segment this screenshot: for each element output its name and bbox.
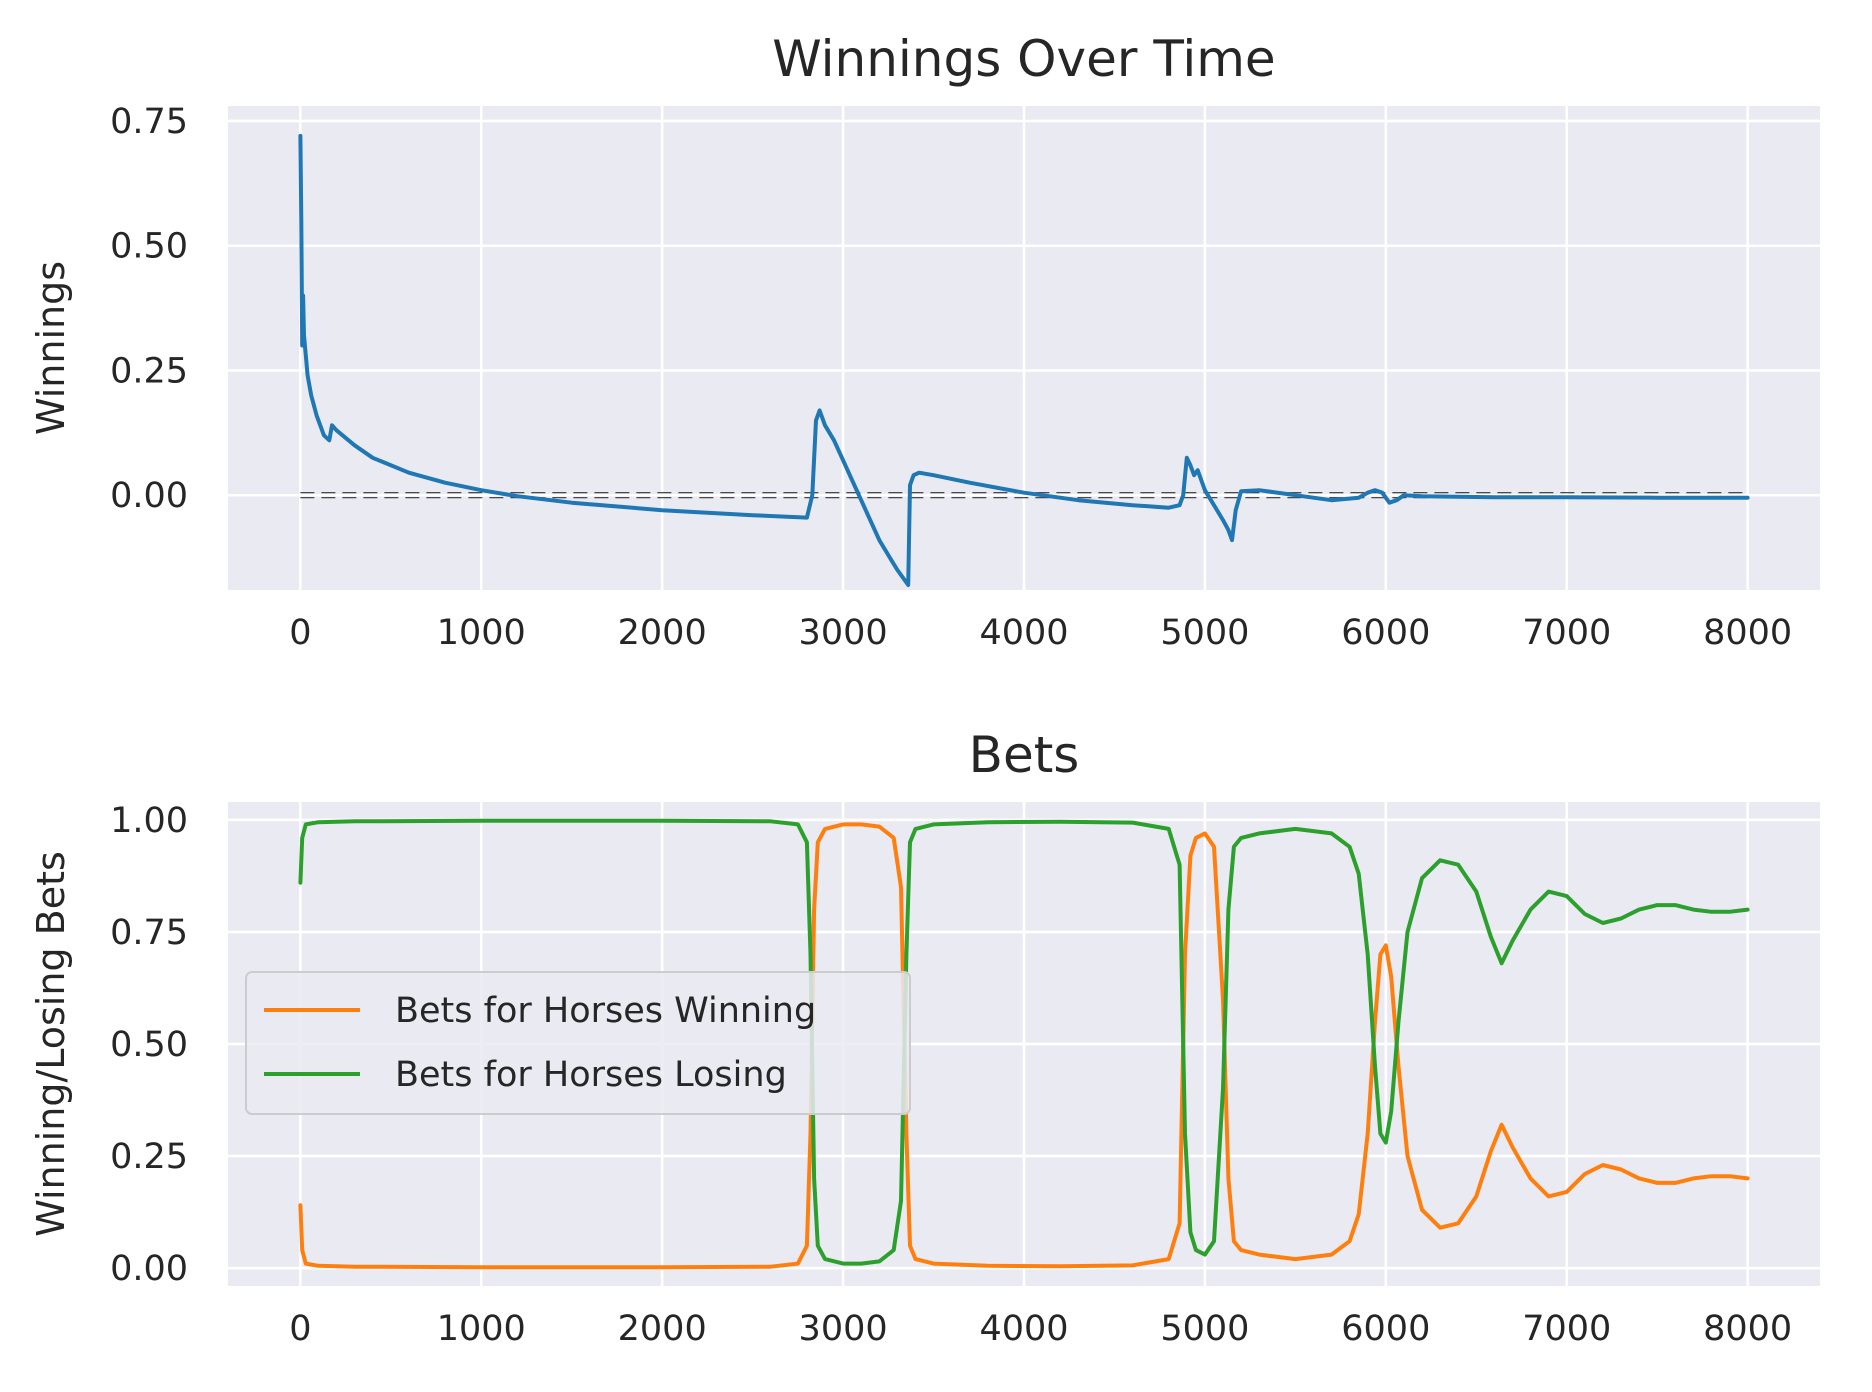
winnings-x-tick-label: 2000 bbox=[618, 613, 707, 653]
winnings-series bbox=[298, 133, 1750, 587]
bets-series-line-1 bbox=[298, 818, 1750, 1266]
winnings-y-tick-label: 0.25 bbox=[110, 351, 188, 391]
winnings-y-tick-label: 0.50 bbox=[110, 227, 188, 267]
bets-x-tick-label: 0 bbox=[289, 1309, 311, 1349]
bets-x-tick-label: 8000 bbox=[1703, 1309, 1792, 1349]
winnings-x-tick-label: 8000 bbox=[1703, 613, 1792, 653]
bets-y-axis-label: Winning/Losing Bets bbox=[29, 851, 73, 1237]
bets-x-tick-label: 2000 bbox=[618, 1309, 707, 1349]
winnings-x-tick-label: 3000 bbox=[799, 613, 888, 653]
winnings-y-axis-label: Winnings bbox=[29, 261, 73, 435]
winnings-chart: 0 1000 2000 3000 4000 5000 6000 7000 8000 0.000.… bbox=[29, 30, 1820, 653]
winnings-x-tick-label: 1000 bbox=[437, 613, 526, 653]
legend-label-losing: Bets for Horses Losing bbox=[395, 1055, 787, 1095]
bets-x-tick-label: 4000 bbox=[979, 1309, 1068, 1349]
bets-legend: Bets for Horses Winning Bets for Horses … bbox=[245, 971, 911, 1115]
bets-chart: 0 1000 2000 3000 4000 5000 6000 7000 8000 0.000.… bbox=[29, 726, 1820, 1349]
bets-series-line-0 bbox=[298, 822, 1750, 1270]
winnings-x-ticks: 0 1000 2000 3000 4000 5000 6000 7000 8000 bbox=[289, 613, 1792, 653]
winnings-x-tick-label: 7000 bbox=[1522, 613, 1611, 653]
bets-y-tick-label: 0.50 bbox=[110, 1025, 188, 1065]
bets-x-ticks: 0 1000 2000 3000 4000 5000 6000 7000 8000 bbox=[289, 1309, 1792, 1349]
winnings-series-line-0 bbox=[298, 133, 1750, 587]
winnings-x-tick-label: 5000 bbox=[1160, 613, 1249, 653]
winnings-y-ticks: 0.00 0.25 0.50 0.75 bbox=[110, 102, 188, 516]
winnings-y-tick-label: 0.00 bbox=[110, 476, 188, 516]
winnings-x-tick-label: 0 bbox=[289, 613, 311, 653]
bets-y-tick-label: 1.00 bbox=[110, 801, 188, 841]
bets-y-tick-label: 0.25 bbox=[110, 1137, 188, 1177]
winnings-y-tick-label: 0.75 bbox=[110, 102, 188, 142]
winnings-grid bbox=[228, 106, 1820, 590]
bets-y-tick-label: 0.75 bbox=[110, 913, 188, 953]
bets-x-tick-label: 7000 bbox=[1522, 1309, 1611, 1349]
legend-box bbox=[245, 971, 911, 1115]
bets-x-tick-label: 6000 bbox=[1341, 1309, 1430, 1349]
winnings-chart-title: Winnings Over Time bbox=[772, 30, 1275, 88]
bets-chart-title: Bets bbox=[969, 726, 1080, 784]
winnings-x-tick-label: 6000 bbox=[1341, 613, 1430, 653]
bets-x-tick-label: 3000 bbox=[799, 1309, 888, 1349]
bets-y-tick-label: 0.00 bbox=[110, 1249, 188, 1289]
legend-label-winning: Bets for Horses Winning bbox=[395, 991, 816, 1031]
winnings-x-tick-label: 4000 bbox=[979, 613, 1068, 653]
bets-y-ticks: 0.00 0.25 0.50 0.75 1.00 bbox=[110, 801, 188, 1289]
bets-x-tick-label: 5000 bbox=[1160, 1309, 1249, 1349]
bets-x-tick-label: 1000 bbox=[437, 1309, 526, 1349]
bets-series bbox=[298, 818, 1750, 1270]
